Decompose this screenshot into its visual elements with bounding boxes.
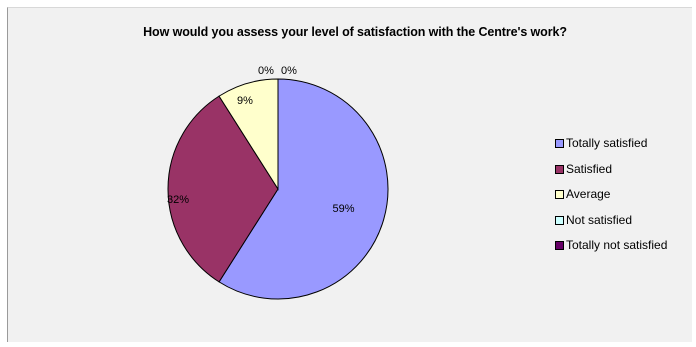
legend-label: Satisfied — [566, 161, 613, 176]
data-label-satisfied: 32% — [167, 194, 189, 206]
legend: Totally satisfied Satisfied Average Not sat… — [555, 136, 667, 264]
pie-slice-average — [218, 78, 279, 191]
data-label-totally-satisfied: 59% — [332, 203, 354, 215]
data-label-average: 9% — [237, 95, 253, 107]
legend-label: Totally satisfied — [566, 136, 648, 150]
data-label-totally-not-satisfied: 0% — [281, 65, 297, 77]
legend-item-not-satisfied: Not satisfied — [555, 213, 667, 239]
legend-item-totally-not-satisfied: Totally not satisfied — [555, 238, 667, 264]
pie-slice-totally-satisfied — [218, 78, 389, 300]
legend-item-totally-satisfied: Totally satisfied — [555, 136, 667, 162]
legend-swatch — [555, 164, 564, 174]
pie-slice-satisfied — [167, 95, 279, 283]
legend-label: Not satisfied — [566, 212, 633, 227]
legend-item-satisfied: Satisfied — [555, 162, 667, 188]
legend-label: Totally not satisfied — [566, 238, 668, 252]
legend-swatch — [555, 241, 564, 250]
chart-title: How would you assess your level of satis… — [143, 25, 567, 39]
legend-swatch — [555, 139, 564, 148]
legend-label: Average — [566, 187, 611, 201]
legend-swatch — [555, 215, 564, 225]
legend-item-average: Average — [555, 187, 667, 213]
legend-swatch — [555, 190, 564, 199]
data-label-not-satisfied: 0% — [258, 65, 274, 77]
